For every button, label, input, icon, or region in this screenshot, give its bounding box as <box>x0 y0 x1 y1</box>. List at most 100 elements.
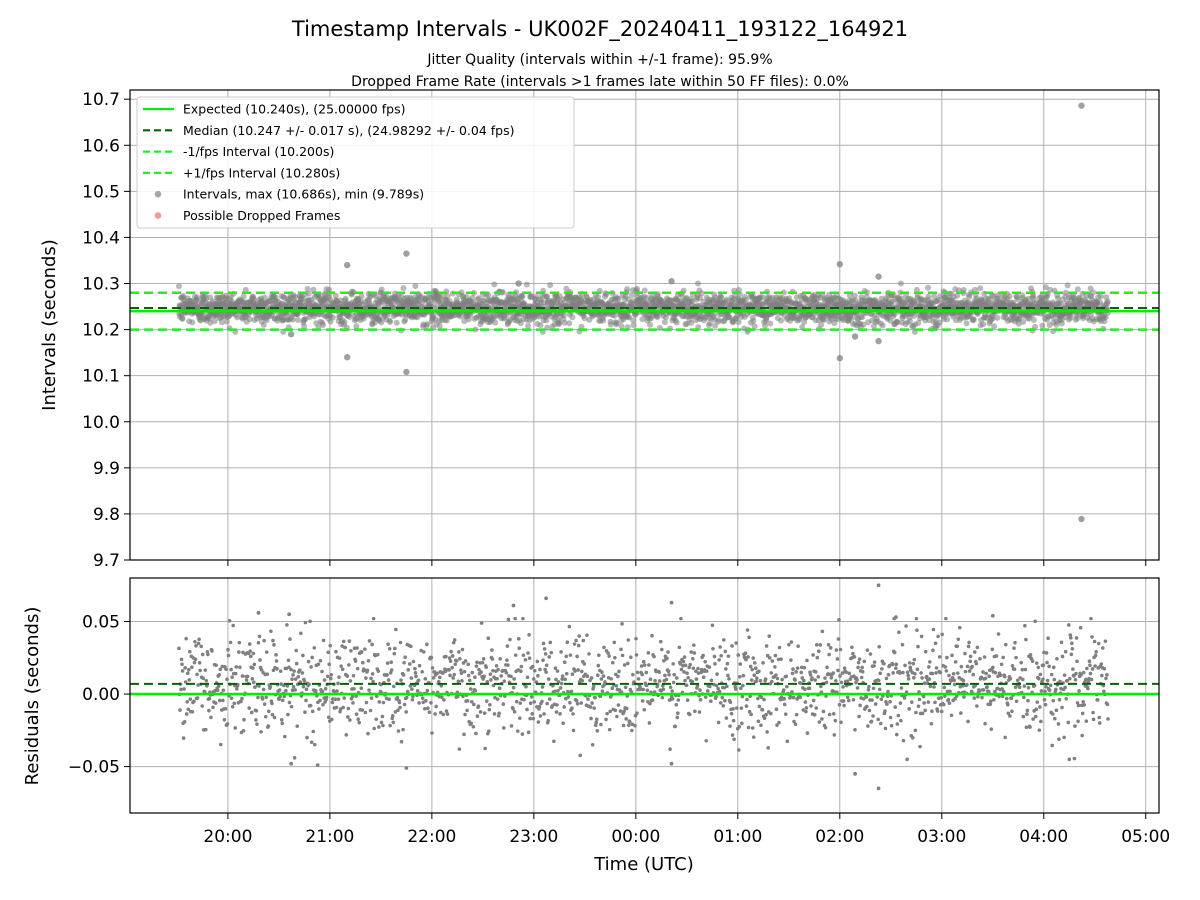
residual-point <box>627 720 632 724</box>
interval-point <box>641 287 648 294</box>
interval-point <box>560 312 567 319</box>
residual-point <box>971 672 976 677</box>
legend-entry-label: -1/fps Interval (10.200s) <box>183 144 334 159</box>
residual-point <box>599 677 604 681</box>
residual-point <box>856 665 860 670</box>
residual-point <box>459 671 464 676</box>
residual-point <box>770 679 774 684</box>
residual-point <box>297 668 302 672</box>
residual-point <box>957 675 962 680</box>
residual-point <box>242 717 246 722</box>
residual-point <box>681 659 686 664</box>
residual-point <box>317 707 321 711</box>
residual-point <box>891 671 895 675</box>
interval-point <box>735 318 742 325</box>
interval-point <box>936 319 943 326</box>
residual-point <box>285 684 290 688</box>
residual-point <box>685 698 690 702</box>
residual-point <box>341 705 345 710</box>
residual-point <box>339 664 343 668</box>
residual-point <box>266 724 271 728</box>
residual-point <box>543 652 548 656</box>
residual-point <box>184 636 188 641</box>
residual-point <box>441 671 445 675</box>
interval-point <box>578 323 585 330</box>
residual-point <box>502 679 507 683</box>
residual-point <box>1006 702 1010 707</box>
residual-point <box>494 664 499 668</box>
interval-outlier-point <box>344 261 351 269</box>
residual-point <box>698 697 703 702</box>
residual-point <box>579 701 584 705</box>
interval-point <box>673 319 680 326</box>
residual-point <box>312 742 317 747</box>
residual-point <box>983 721 987 726</box>
residual-point <box>221 688 226 693</box>
residual-point <box>387 646 392 651</box>
residual-point <box>560 674 565 678</box>
residual-point <box>657 670 662 674</box>
residual-point <box>726 654 731 658</box>
residual-point <box>556 680 561 684</box>
interval-point <box>304 286 311 293</box>
interval-point <box>525 322 532 329</box>
residual-point <box>559 681 564 686</box>
interval-outlier-point <box>668 278 675 285</box>
residual-point <box>687 712 692 717</box>
residual-point <box>883 726 888 731</box>
residual-point <box>293 677 298 681</box>
residual-point <box>567 624 572 629</box>
residual-point <box>950 653 954 658</box>
residual-point <box>835 657 840 661</box>
residual-point <box>1010 663 1015 668</box>
residual-point <box>527 656 532 660</box>
residual-point <box>915 628 919 632</box>
residual-point <box>311 729 316 734</box>
residual-point <box>844 670 848 674</box>
residual-point <box>448 659 453 663</box>
residual-point <box>530 712 534 716</box>
residual-point <box>876 678 881 683</box>
residual-point <box>309 740 314 745</box>
residual-point <box>760 708 765 712</box>
residual-point <box>375 652 380 657</box>
residual-point <box>409 644 413 649</box>
residual-point <box>737 724 742 729</box>
interval-outlier-point <box>851 333 859 340</box>
residual-point <box>980 695 984 700</box>
residual-point <box>414 674 418 679</box>
residual-point <box>336 697 341 701</box>
interval-point <box>444 293 451 300</box>
residual-point <box>731 718 736 723</box>
residual-point <box>451 640 456 645</box>
residual-point <box>475 714 480 719</box>
legend-marker-dot <box>154 212 162 219</box>
residual-point <box>481 657 486 661</box>
residual-point <box>407 662 412 666</box>
residual-point <box>908 665 913 670</box>
residual-point <box>224 667 228 672</box>
residual-point <box>837 702 842 707</box>
residual-point <box>377 725 381 729</box>
legend-entry-label: +1/fps Interval (10.280s) <box>183 165 340 180</box>
residual-point <box>653 678 657 683</box>
interval-point <box>218 319 225 326</box>
residual-point <box>457 650 461 654</box>
interval-point <box>618 323 625 330</box>
residual-point <box>899 686 904 690</box>
residual-point <box>429 655 434 660</box>
interval-point <box>469 294 476 301</box>
residual-point <box>640 699 645 703</box>
residual-point <box>275 667 279 671</box>
interval-point <box>600 317 607 324</box>
residual-point <box>674 676 679 680</box>
residual-point <box>379 720 384 725</box>
residual-point <box>179 657 184 662</box>
residual-point <box>739 686 743 690</box>
residual-point <box>728 700 733 704</box>
residual-point <box>558 712 562 716</box>
residual-point <box>346 706 351 711</box>
residual-point <box>396 729 401 733</box>
residual-point <box>957 625 962 630</box>
residual-point <box>622 663 627 667</box>
